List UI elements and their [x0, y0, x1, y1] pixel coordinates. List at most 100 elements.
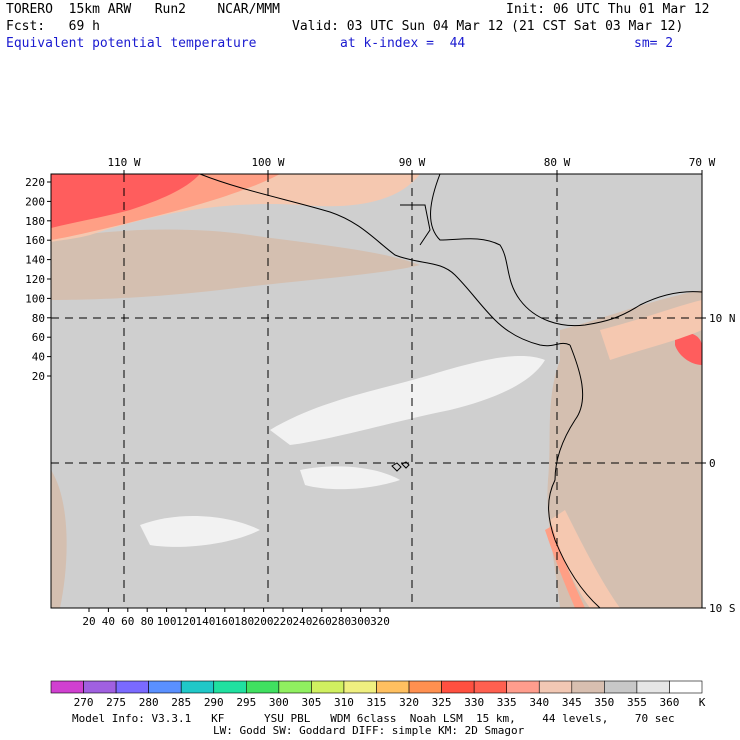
andes-warm: [550, 510, 620, 608]
colorbar-label: 295: [236, 696, 256, 709]
colorbar-swatch: [278, 680, 312, 694]
colorbar: 270 275 280 285 290 295 300 305 310 315 320 325 330 3…: [50, 680, 706, 709]
forecast-hour: Fcst: 69 h: [6, 19, 100, 34]
warm-far-field: [51, 174, 200, 228]
grid-y-label: 40: [32, 351, 45, 364]
pale-field-3: [300, 466, 400, 490]
longitude-label: 80 W: [544, 156, 571, 169]
grid-y-label: 80: [32, 312, 45, 325]
grid-x-label: 20: [82, 615, 95, 628]
colorbar-label: 300: [269, 696, 289, 709]
colorbar-label: 320: [399, 696, 419, 709]
field-name: Equivalent potential temperature: [6, 36, 257, 51]
colorbar-swatch: [180, 680, 215, 694]
grid-y-label: 180: [25, 215, 45, 228]
colorbar-label: 290: [204, 696, 224, 709]
temperature-field: [51, 174, 702, 608]
colorbar-label: 315: [367, 696, 387, 709]
colorbar-unit: K: [699, 696, 706, 709]
longitude-label: 90 W: [399, 156, 426, 169]
colorbar-swatch: [50, 680, 84, 694]
grid-y-label: 160: [25, 234, 45, 247]
grid-x-label: 220: [273, 615, 293, 628]
pale-field-2: [140, 515, 260, 547]
colorbar-label: 310: [334, 696, 354, 709]
longitude-label: 100 W: [251, 156, 284, 169]
grid-x-label: 280: [331, 615, 351, 628]
grid-x-label: 200: [254, 615, 274, 628]
colorbar-swatch: [83, 680, 117, 694]
longitude-label: 70 W: [689, 156, 716, 169]
colorbar-swatch: [571, 680, 605, 694]
grid-x-label: 60: [121, 615, 134, 628]
physics-info-line: LW: Godd SW: Goddard DIFF: simple KM: 2D…: [213, 724, 525, 737]
neutral-field-south: [51, 470, 67, 608]
colorbar-swatch: [473, 680, 507, 694]
grid-x-label: 320: [370, 615, 390, 628]
grid-x-label: 160: [215, 615, 235, 628]
coastlines: [199, 174, 702, 608]
colorbar-swatch: [311, 680, 345, 694]
model-info-line: Model Info: V3.3.1 KF YSU PBL WDM 6class…: [72, 712, 675, 725]
colorbar-swatch: [441, 680, 475, 694]
colorbar-label: 275: [106, 696, 126, 709]
colorbar-swatch: [246, 680, 280, 694]
colorbar-swatch: [408, 680, 442, 694]
colorbar-label: 355: [627, 696, 647, 709]
colorbar-label: 280: [139, 696, 159, 709]
colorbar-swatch: [538, 680, 573, 694]
valid-time: Valid: 03 UTC Sun 04 Mar 12 (21 CST Sat …: [292, 19, 684, 34]
neutral-field: [51, 229, 420, 300]
grid-y-label: 100: [25, 292, 45, 305]
model-name: TORERO 15km ARW Run2 NCAR/MMM: [6, 2, 280, 17]
colorbar-swatch: [604, 680, 638, 694]
colorbar-label: 340: [529, 696, 549, 709]
grid-x-label: 260: [312, 615, 332, 628]
colorbar-swatch: [669, 680, 703, 694]
longitude-label: 110 W: [107, 156, 140, 169]
grid-x-label: 100: [157, 615, 177, 628]
grid-x-label: 40: [102, 615, 115, 628]
colorbar-label: 305: [301, 696, 321, 709]
colorbar-swatch: [636, 680, 670, 694]
colorbar-label: 345: [562, 696, 582, 709]
pale-field: [270, 355, 545, 445]
grid-x-label: 80: [141, 615, 154, 628]
colorbar-label: 350: [594, 696, 614, 709]
grid-y-label: 220: [25, 176, 45, 189]
colorbar-label: 285: [171, 696, 191, 709]
level-info: at k-index = 44: [340, 36, 466, 51]
colorbar-swatch: [343, 680, 377, 694]
south-america-warm: [547, 290, 702, 608]
grid-x-label: 240: [292, 615, 312, 628]
grid-y-label: 120: [25, 273, 45, 286]
latitude-label: 0: [709, 457, 716, 470]
colorbar-swatch: [213, 680, 247, 694]
latitude-label: 10 S: [709, 602, 736, 615]
colorbar-label: 360: [660, 696, 680, 709]
colorbar-swatch: [115, 680, 149, 694]
colorbar-label: 270: [74, 696, 94, 709]
axis-labels: 110 W 100 W 90 W 80 W 70 W220200180160140120…: [25, 156, 735, 628]
grid-x-label: 180: [234, 615, 254, 628]
smoothing-info: sm= 2: [634, 36, 674, 51]
axis-ticks: [47, 170, 706, 612]
colorbar-swatch: [148, 680, 182, 694]
colorbar-label: 335: [497, 696, 517, 709]
plot-frame: [50, 173, 703, 609]
colorbar-label: 330: [464, 696, 484, 709]
grid-x-label: 140: [195, 615, 215, 628]
latitude-label: 10 N: [709, 312, 736, 325]
colorbar-swatch: [376, 680, 410, 694]
colorbar-swatch: [506, 680, 540, 694]
coastline-caribbean: [430, 174, 702, 327]
coastline-south-america: [548, 344, 601, 608]
coastline-mexico-central-america: [199, 174, 571, 347]
grid-y-label: 20: [32, 370, 45, 383]
graticule: [51, 174, 702, 608]
init-time: Init: 06 UTC Thu 01 Mar 12: [506, 2, 710, 17]
grid-y-label: 200: [25, 195, 45, 208]
grid-y-label: 60: [32, 331, 45, 344]
andes-warm-2: [545, 526, 585, 608]
grid-x-label: 300: [351, 615, 371, 628]
